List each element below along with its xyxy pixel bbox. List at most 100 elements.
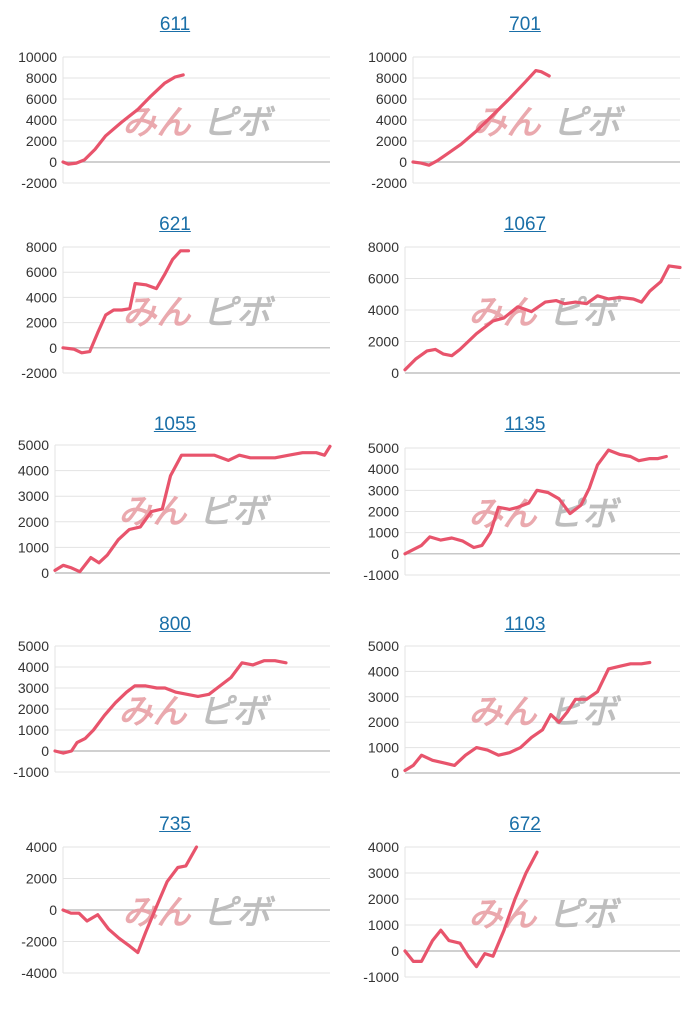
chart-panel: -2000 0 2000 4000 6000 8000 みん ピボ 621 — [0, 210, 350, 410]
series-line — [403, 264, 682, 372]
watermark-logo-right: ピボ — [203, 294, 276, 332]
y-tick-label: 6000 — [368, 271, 399, 287]
series-line — [411, 68, 551, 167]
y-tick-label: 0 — [391, 943, 399, 959]
chart-title-link[interactable]: 701 — [509, 14, 541, 35]
y-tick-label: 5000 — [368, 638, 399, 654]
watermark-logo-left: みん — [469, 694, 538, 732]
y-tick-label: 4000 — [26, 839, 57, 855]
y-tick-label: 0 — [49, 902, 57, 918]
chart-svg: -4000 -2000 0 2000 4000 みん ピボ — [21, 839, 330, 981]
watermark-logo-left: みん — [123, 104, 192, 142]
chart-title-link[interactable]: 1055 — [153, 414, 197, 435]
y-tick-label: 1000 — [18, 722, 49, 738]
y-tick-label: -2000 — [21, 934, 57, 950]
y-tick-label: 4000 — [18, 463, 49, 479]
y-tick-label: -2000 — [21, 365, 57, 381]
y-tick-label: 6000 — [26, 264, 57, 280]
chart-panel: -4000 -2000 0 2000 4000 みん ピボ 735 — [0, 810, 350, 1010]
y-tick-label: 5000 — [368, 440, 399, 456]
y-tick-label: 4000 — [368, 663, 399, 679]
y-tick-label: 10000 — [368, 49, 407, 65]
y-tick-label: 0 — [391, 365, 399, 381]
y-tick-label: -1000 — [363, 969, 399, 985]
series-line — [403, 448, 668, 556]
y-tick-label: 5000 — [18, 638, 49, 654]
chart-panel: 0 1000 2000 3000 4000 5000 みん ピボ 1103 — [350, 610, 700, 810]
y-tick-label: 3000 — [18, 488, 49, 504]
y-tick-label: 10000 — [18, 49, 57, 65]
series-line — [61, 249, 191, 355]
chart-panel: -1000 0 1000 2000 3000 4000 みん ピボ 672 — [350, 810, 700, 1010]
chart-panel: 0 1000 2000 3000 4000 5000 みん ピボ 1055 — [0, 410, 350, 610]
y-tick-label: 4000 — [368, 839, 399, 855]
y-tick-label: 0 — [41, 565, 49, 581]
series-line — [403, 850, 539, 969]
y-tick-label: -4000 — [21, 965, 57, 981]
y-tick-label: 4000 — [368, 302, 399, 318]
y-tick-label: 2000 — [368, 334, 399, 350]
y-tick-label: 8000 — [376, 70, 407, 86]
y-tick-label: 1000 — [18, 539, 49, 555]
chart-title-link[interactable]: 672 — [509, 814, 541, 835]
y-tick-label: 1000 — [368, 525, 399, 541]
y-tick-label: 2000 — [26, 133, 57, 149]
chart-title-link[interactable]: 735 — [159, 814, 191, 835]
y-tick-label: 3000 — [368, 689, 399, 705]
chart-title-link[interactable]: 1067 — [503, 214, 547, 235]
chart-panel: -2000 0 2000 4000 6000 8000 10000 みん ピボ 611 — [0, 10, 350, 210]
y-tick-label: 3000 — [368, 865, 399, 881]
y-tick-label: 4000 — [376, 112, 407, 128]
y-tick-label: -2000 — [21, 175, 57, 191]
y-tick-label: 0 — [399, 154, 407, 170]
y-tick-label: 8000 — [26, 70, 57, 86]
series-line — [53, 659, 288, 755]
chart-svg: -1000 0 1000 2000 3000 4000 みん ピボ — [363, 839, 680, 985]
chart-panel: -1000 0 1000 2000 3000 4000 5000 みん ピボ 1135 — [350, 410, 700, 610]
watermark-logo-left: みん — [123, 894, 192, 932]
y-tick-label: 0 — [49, 154, 57, 170]
y-tick-label: 2000 — [26, 871, 57, 887]
y-tick-label: 2000 — [368, 504, 399, 520]
watermark-logo-right: ピボ — [203, 104, 276, 142]
chart-title-link[interactable]: 800 — [159, 614, 191, 635]
watermark-logo-left: みん — [123, 294, 192, 332]
chart-title-link[interactable]: 611 — [159, 14, 191, 35]
chart-title-link[interactable]: 1103 — [504, 614, 546, 635]
watermark-logo-right: ピボ — [553, 104, 626, 142]
watermark-logo-left: みん — [469, 496, 538, 534]
y-tick-label: 5000 — [18, 437, 49, 453]
series-line — [53, 444, 332, 574]
series-line — [61, 845, 199, 955]
chart-svg: -2000 0 2000 4000 6000 8000 みん ピボ — [21, 239, 330, 381]
chart-panel: -2000 0 2000 4000 6000 8000 10000 みん ピボ 701 — [350, 10, 700, 210]
y-tick-label: 4000 — [18, 659, 49, 675]
y-tick-label: 4000 — [26, 112, 57, 128]
y-tick-label: 2000 — [368, 891, 399, 907]
y-tick-label: 0 — [41, 743, 49, 759]
y-tick-label: -1000 — [13, 764, 49, 780]
y-tick-label: 2000 — [368, 714, 399, 730]
y-tick-label: 0 — [49, 340, 57, 356]
series-line — [403, 660, 652, 773]
chart-panel: -1000 0 1000 2000 3000 4000 5000 みん ピボ 800 — [0, 610, 350, 810]
watermark-logo-left: みん — [469, 294, 538, 332]
y-tick-label: 2000 — [18, 701, 49, 717]
chart-title-link[interactable]: 621 — [159, 214, 191, 235]
watermark-logo-right: ピボ — [549, 896, 622, 934]
watermark-logo-right: ピボ — [199, 693, 272, 731]
y-tick-label: 2000 — [26, 315, 57, 331]
y-tick-label: -2000 — [371, 175, 407, 191]
chart-title-link[interactable]: 1135 — [504, 414, 546, 435]
watermark-logo-right: ピボ — [203, 894, 276, 932]
y-tick-label: 1000 — [368, 917, 399, 933]
watermark-logo-left: みん — [469, 896, 538, 934]
y-tick-label: 4000 — [26, 289, 57, 305]
y-tick-label: 8000 — [368, 239, 399, 255]
